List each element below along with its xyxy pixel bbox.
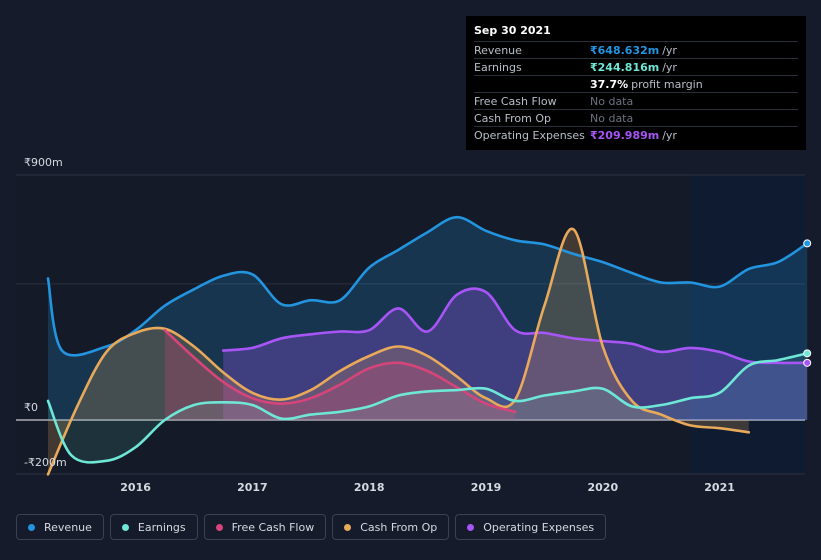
- end-marker-operating-expenses: [803, 358, 812, 367]
- x-tick-label: 2020: [587, 481, 618, 494]
- tooltip-row: Revenue ₹648.632m/yr: [474, 41, 798, 58]
- plot-background: [16, 175, 805, 474]
- end-marker-revenue: [803, 239, 812, 248]
- tooltip-row: Cash From Op No data: [474, 109, 798, 126]
- tooltip-row-value: 37.7%: [590, 77, 629, 91]
- legend-label: Operating Expenses: [483, 520, 595, 534]
- tooltip-row: Free Cash Flow No data: [474, 92, 798, 109]
- end-marker-earnings: [803, 349, 812, 358]
- area-operating-expenses: [223, 288, 808, 420]
- legend-item-revenue[interactable]: Revenue: [16, 514, 104, 540]
- tooltip-row-unit: /yr: [662, 43, 677, 57]
- tooltip-row-value: No data: [590, 94, 634, 108]
- tooltip-row-label: Revenue: [474, 43, 522, 57]
- tooltip-row-label: Earnings: [474, 60, 522, 74]
- legend-dot-icon: [344, 523, 352, 531]
- x-tick-label: 2017: [237, 481, 268, 494]
- legend-item-operating-expenses[interactable]: Operating Expenses: [455, 514, 607, 540]
- series-line-revenue: [46, 215, 809, 357]
- area-cash-from-op: [48, 228, 749, 475]
- legend-dot-icon: [121, 523, 129, 531]
- tooltip-row: Operating Expenses ₹209.989m/yr: [474, 126, 798, 143]
- legend-dot-icon: [467, 523, 475, 531]
- tooltip-date: Sep 30 2021: [474, 24, 551, 37]
- tooltip-row-unit: /yr: [662, 60, 677, 74]
- y-tick-label: ₹0: [24, 401, 38, 414]
- legend-dot-icon: [215, 523, 223, 531]
- y-tick-label: -₹200m: [24, 456, 67, 469]
- legend-item-cash-from-op[interactable]: Cash From Op: [332, 514, 450, 540]
- area-free-cash-flow: [164, 330, 516, 420]
- x-tick-label: 2021: [704, 481, 735, 494]
- forecast-band: [690, 175, 805, 474]
- series-line-earnings: [46, 352, 809, 464]
- x-tick-label: 2018: [354, 481, 385, 494]
- tooltip-row-value: ₹648.632m: [590, 43, 660, 57]
- x-tick-label: 2016: [120, 481, 151, 494]
- legend-label: Revenue: [44, 520, 92, 534]
- series-line-cash-from-op: [46, 227, 751, 476]
- tooltip-row: Earnings ₹244.816m/yr: [474, 58, 798, 75]
- chart-legend: Revenue Earnings Free Cash Flow Cash From O…: [16, 514, 612, 540]
- tooltip-row-label: Operating Expenses: [474, 128, 585, 142]
- tooltip-row-value: ₹244.816m: [590, 60, 660, 74]
- tooltip-row-label: Free Cash Flow: [474, 94, 557, 108]
- tooltip-row-unit: /yr: [662, 128, 677, 142]
- tooltip-panel: Sep 30 2021 Revenue ₹648.632m/yr Earnings ₹…: [466, 16, 806, 150]
- tooltip-row: 37.7% profit margin: [474, 75, 798, 92]
- legend-item-earnings[interactable]: Earnings: [109, 514, 198, 540]
- area-earnings: [48, 353, 808, 463]
- chart-area: ₹900m ₹0 -₹200m 2016 2017 2018 2019 2020 2021: [16, 156, 812, 494]
- tooltip-row-label: Cash From Op: [474, 111, 552, 125]
- y-tick-label: ₹900m: [24, 156, 63, 169]
- legend-item-free-cash-flow[interactable]: Free Cash Flow: [203, 514, 327, 540]
- legend-label: Free Cash Flow: [231, 520, 315, 534]
- tooltip-row-value: No data: [590, 111, 634, 125]
- series-line-operating-expenses: [221, 287, 809, 365]
- legend-label: Cash From Op: [360, 520, 438, 534]
- series-line-free-cash-flow: [163, 328, 517, 414]
- legend-label: Earnings: [137, 520, 186, 534]
- tooltip-row-unit: profit margin: [631, 77, 703, 91]
- tooltip-row-value: ₹209.989m: [590, 128, 660, 142]
- x-tick-label: 2019: [471, 481, 502, 494]
- legend-dot-icon: [28, 523, 35, 531]
